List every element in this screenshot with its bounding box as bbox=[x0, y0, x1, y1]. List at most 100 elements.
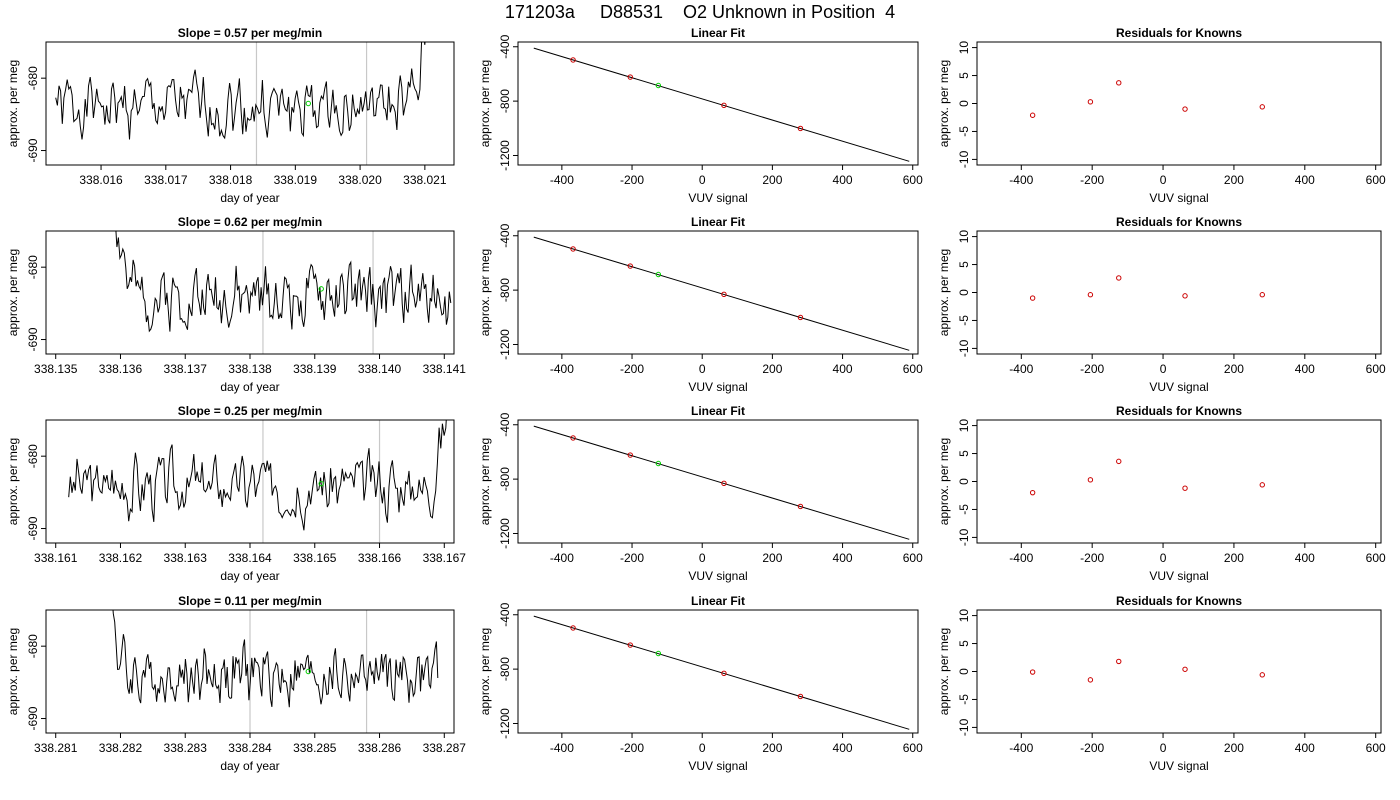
x-tick-label: 600 bbox=[903, 362, 923, 376]
plot-frame bbox=[976, 230, 1382, 355]
y-tick-label: -10 bbox=[957, 150, 971, 168]
known-point bbox=[570, 625, 576, 631]
x-tick-label: -400 bbox=[1009, 551, 1033, 565]
known-point bbox=[1029, 669, 1036, 675]
x-tick-label: 338.017 bbox=[144, 173, 188, 187]
known-point bbox=[797, 693, 804, 700]
known-point bbox=[1259, 672, 1265, 678]
known-point bbox=[1116, 275, 1122, 281]
panel-title: Residuals for Knowns bbox=[1116, 26, 1242, 40]
x-tick-label: 338.137 bbox=[164, 362, 208, 376]
known-point bbox=[1116, 80, 1122, 86]
x-tick-label: 600 bbox=[903, 551, 923, 565]
panel-r1-trace: 338.016 338.017 338.018 338.019 338.020 338.0… bbox=[6, 26, 455, 205]
panel-title: Linear Fit bbox=[691, 404, 745, 418]
y-axis-label: approx. per meg bbox=[6, 60, 20, 147]
y-tick-label: -800 bbox=[498, 278, 512, 302]
known-point bbox=[570, 57, 576, 63]
panel-r3-trace: 338.161 338.162 338.163 338.164 338.165 338.1… bbox=[6, 404, 467, 583]
y-tick-label: -680 bbox=[26, 66, 40, 90]
x-tick-label: 0 bbox=[1160, 362, 1167, 376]
x-tick-label: 400 bbox=[833, 173, 853, 187]
panel-r1-resid: -400 -200 0 200 400 600 -10 -5 0 5 10 Residuals for… bbox=[937, 26, 1386, 205]
x-tick-label: 338.282 bbox=[99, 741, 143, 755]
unknown-point bbox=[655, 82, 662, 89]
x-tick-label: 400 bbox=[833, 551, 853, 565]
known-point bbox=[1087, 292, 1094, 298]
known-point bbox=[1029, 112, 1036, 118]
y-axis-label: approx. per meg bbox=[6, 438, 20, 525]
known-point bbox=[1259, 482, 1265, 488]
x-axis-label: VUV signal bbox=[1149, 759, 1208, 773]
x-tick-label: 338.165 bbox=[293, 551, 337, 565]
y-axis-label: approx. per meg bbox=[937, 60, 951, 147]
y-tick-label: 0 bbox=[957, 668, 971, 675]
x-tick-label: -200 bbox=[620, 741, 644, 755]
y-tick-label: -680 bbox=[26, 444, 40, 468]
x-tick-label: 200 bbox=[1224, 362, 1244, 376]
x-tick-label: 338.161 bbox=[34, 551, 78, 565]
y-tick-label: -5 bbox=[957, 504, 971, 515]
panel-r3-resid: -400 -200 0 200 400 600 -10 -5 0 5 10 Residuals for… bbox=[937, 404, 1386, 583]
y-tick-label: -800 bbox=[498, 657, 512, 681]
plot-frame bbox=[976, 419, 1382, 544]
panel-title: Slope = 0.11 per meg/min bbox=[178, 594, 322, 608]
panel-title: Residuals for Knowns bbox=[1116, 215, 1242, 229]
y-tick-label: 10 bbox=[957, 609, 971, 623]
x-tick-label: 338.020 bbox=[338, 173, 382, 187]
panel-title: Linear Fit bbox=[691, 26, 745, 40]
x-tick-label: 400 bbox=[1295, 362, 1315, 376]
x-axis-label: day of year bbox=[220, 569, 279, 583]
x-tick-label: 200 bbox=[1224, 741, 1244, 755]
panel-r4-trace: 338.281 338.282 338.283 338.284 338.285 338.2… bbox=[6, 594, 466, 773]
x-tick-label: -400 bbox=[1009, 741, 1033, 755]
y-tick-label: -400 bbox=[498, 602, 512, 626]
x-axis-label: VUV signal bbox=[688, 569, 747, 583]
x-tick-label: 338.163 bbox=[164, 551, 208, 565]
x-tick-label: 0 bbox=[699, 362, 706, 376]
known-point bbox=[1116, 658, 1122, 665]
x-tick-label: -200 bbox=[1080, 551, 1104, 565]
y-axis-label: approx. per meg bbox=[478, 628, 492, 715]
x-tick-label: 400 bbox=[833, 362, 853, 376]
known-point bbox=[1182, 666, 1188, 672]
y-axis-label: approx. per meg bbox=[478, 438, 492, 525]
plot-frame bbox=[517, 419, 919, 544]
x-tick-label: 600 bbox=[1366, 551, 1386, 565]
x-tick-label: 338.286 bbox=[358, 741, 402, 755]
x-tick-label: 338.019 bbox=[274, 173, 318, 187]
y-tick-label: 5 bbox=[957, 640, 971, 647]
unknown-point bbox=[318, 480, 324, 487]
x-tick-label: 0 bbox=[699, 551, 706, 565]
x-axis-label: VUV signal bbox=[1149, 380, 1208, 394]
y-tick-label: 5 bbox=[957, 450, 971, 457]
x-tick-label: -400 bbox=[1009, 362, 1033, 376]
x-tick-label: -400 bbox=[550, 362, 574, 376]
x-axis-label: VUV signal bbox=[688, 380, 747, 394]
panel-title: Slope = 0.25 per meg/min bbox=[178, 404, 322, 418]
y-tick-label: -5 bbox=[957, 694, 971, 705]
x-tick-label: 338.141 bbox=[423, 362, 467, 376]
y-axis-label: approx. per meg bbox=[6, 249, 20, 336]
x-tick-label: -200 bbox=[620, 362, 644, 376]
x-tick-label: 338.167 bbox=[423, 551, 467, 565]
y-tick-label: -1200 bbox=[498, 518, 512, 549]
panel-title: Slope = 0.62 per meg/min bbox=[178, 215, 322, 229]
x-tick-label: 0 bbox=[1160, 551, 1167, 565]
known-point bbox=[1182, 485, 1188, 491]
y-tick-label: -5 bbox=[957, 315, 971, 326]
known-point bbox=[721, 291, 727, 298]
known-point bbox=[721, 102, 727, 109]
x-tick-label: 600 bbox=[1366, 173, 1386, 187]
y-tick-label: -400 bbox=[498, 223, 512, 247]
x-axis-label: VUV signal bbox=[688, 191, 747, 205]
panel-r2-resid: -400 -200 0 200 400 600 -10 -5 0 5 10 Residuals for… bbox=[937, 215, 1386, 394]
trace-line bbox=[115, 231, 452, 333]
y-axis-label: approx. per meg bbox=[937, 628, 951, 715]
panel-r1-fit: -400 -200 0 200 400 600 -1200 -800 -400 Linear Fi… bbox=[478, 26, 923, 205]
x-axis-label: day of year bbox=[220, 759, 279, 773]
x-tick-label: 400 bbox=[833, 741, 853, 755]
panel-title: Residuals for Knowns bbox=[1116, 404, 1242, 418]
known-point bbox=[721, 670, 727, 677]
x-tick-label: 200 bbox=[762, 551, 782, 565]
